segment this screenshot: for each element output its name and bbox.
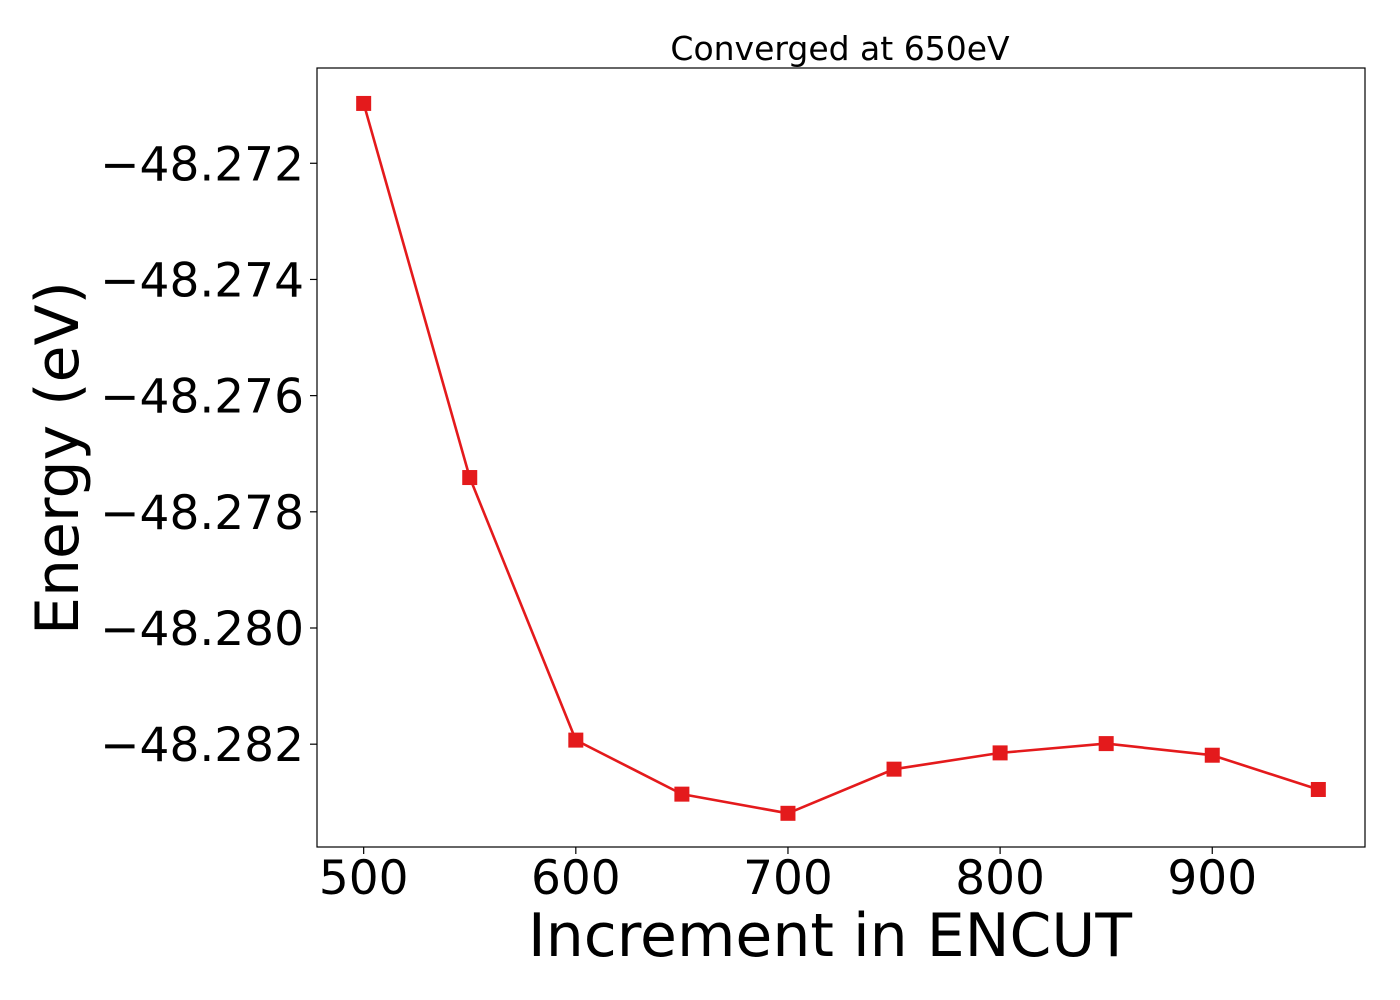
data-point-marker (674, 786, 690, 802)
x-tick-label: 800 (955, 851, 1045, 906)
x-tick-label: 600 (531, 851, 621, 906)
y-tick-label: −48.274 (100, 253, 304, 308)
y-tick-label: −48.278 (100, 486, 304, 541)
series-line (362, 103, 1319, 815)
data-point-marker (780, 805, 796, 821)
data-point-marker (886, 761, 902, 777)
data-point-marker (1098, 736, 1114, 752)
x-tick-label: 700 (743, 851, 833, 906)
data-point-marker (1310, 781, 1326, 797)
x-axis-title: Increment in ENCUT (528, 901, 1132, 971)
y-axis-title: Energy (eV) (23, 281, 93, 635)
x-axis: 500 600 700 800 900 (319, 847, 1257, 906)
data-point-marker (992, 745, 1008, 761)
data-point-marker (1204, 747, 1220, 763)
plot-frame (316, 67, 1366, 848)
y-tick-label: −48.280 (100, 602, 304, 657)
y-tick-label: −48.276 (100, 370, 304, 425)
data-point-marker (568, 732, 584, 748)
y-axis: −48.272 −48.274 −48.276 −48.278 −48.280 −48.2… (100, 137, 317, 773)
plot-content (356, 95, 1326, 821)
y-tick-label: −48.282 (100, 718, 304, 773)
x-tick-label: 900 (1167, 851, 1257, 906)
chart-title: Converged at 650eV (670, 29, 1010, 68)
y-tick-label: −48.272 (100, 137, 304, 192)
data-point-marker (356, 95, 372, 111)
data-point-marker (462, 470, 478, 486)
x-tick-label: 500 (319, 851, 409, 906)
